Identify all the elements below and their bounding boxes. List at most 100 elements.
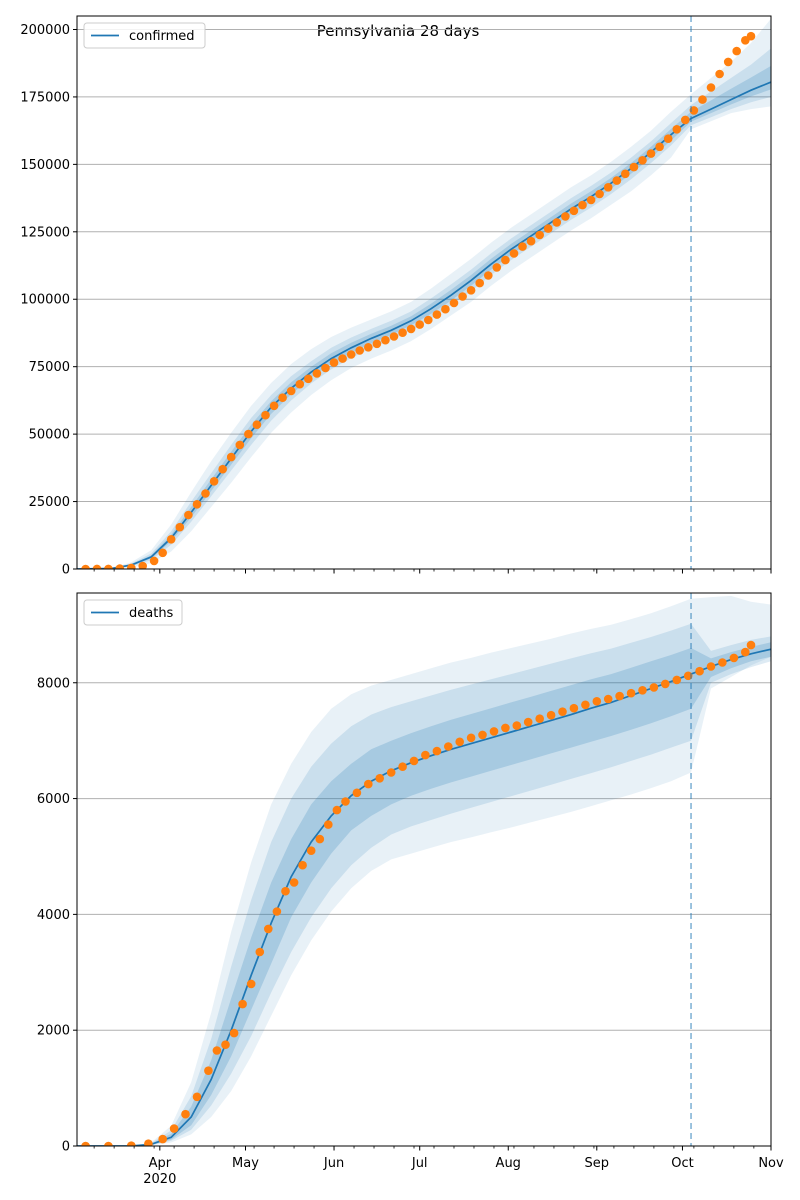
observed-point: [329, 358, 339, 367]
observed-point: [681, 115, 690, 125]
legend: confirmed: [83, 22, 206, 49]
y-tick-label: 100000: [20, 293, 70, 308]
observed-point: [209, 477, 219, 486]
observed-point: [543, 224, 553, 233]
observed-point: [746, 640, 756, 650]
observed-point: [586, 195, 596, 205]
observed-point: [455, 737, 465, 747]
observed-point: [626, 688, 636, 698]
observed-point: [409, 756, 419, 766]
observed-point: [364, 343, 373, 352]
observed-point: [352, 788, 362, 798]
observed-point: [466, 733, 476, 743]
observed-point: [306, 846, 316, 855]
observed-point: [592, 697, 602, 706]
legend-label: deaths: [129, 606, 174, 621]
observed-point: [289, 878, 299, 887]
uncertainty-band-middle: [77, 48, 771, 569]
observed-point: [466, 286, 476, 295]
observed-point: [229, 1028, 239, 1038]
observed-point: [415, 320, 425, 329]
observed-point: [295, 379, 305, 389]
observed-point: [192, 500, 202, 509]
observed-point: [255, 947, 265, 957]
observed-point: [444, 742, 453, 751]
observed-point: [192, 1092, 202, 1102]
x-tick-label: Nov: [758, 1156, 784, 1171]
observed-point: [723, 57, 733, 67]
observed-point: [672, 675, 682, 685]
plot-area: [77, 595, 771, 1146]
x-tick-label: Jun: [323, 1156, 344, 1171]
x-tick-label: Sep: [585, 1156, 610, 1171]
observed-point: [235, 440, 245, 450]
observed-point: [732, 46, 741, 56]
observed-point: [127, 563, 136, 569]
x-tick-label: Jul: [411, 1156, 428, 1171]
y-tick-label: 25000: [29, 495, 70, 510]
legend: deaths: [83, 599, 183, 626]
observed-point: [169, 1124, 179, 1133]
observed-point: [175, 522, 185, 532]
observed-point: [478, 730, 487, 740]
observed-point: [646, 149, 656, 158]
observed-point: [449, 298, 459, 308]
observed-point: [621, 169, 630, 179]
observed-point: [158, 1134, 167, 1144]
observed-point: [166, 535, 176, 544]
observed-point: [321, 363, 330, 373]
observed-point: [475, 278, 485, 288]
observed-point: [201, 489, 210, 498]
observed-point: [398, 762, 407, 771]
observed-point: [341, 797, 350, 806]
observed-point: [441, 304, 450, 314]
observed-point: [561, 212, 570, 221]
observed-point: [406, 324, 416, 334]
observed-point: [509, 249, 519, 258]
observed-point: [246, 979, 256, 989]
observed-point: [115, 564, 125, 569]
observed-point: [338, 354, 347, 363]
observed-point: [269, 401, 279, 411]
observed-point: [421, 750, 430, 760]
observed-point: [638, 686, 647, 695]
observed-point: [612, 176, 622, 185]
y-tick-label: 125000: [20, 225, 70, 240]
observed-point: [315, 834, 325, 844]
observed-point: [546, 710, 556, 720]
observed-point: [221, 1040, 230, 1049]
x-tick-label: Aug: [496, 1156, 521, 1171]
observed-point: [484, 271, 493, 280]
y-tick-label: 0: [62, 563, 70, 578]
y-tick-label: 150000: [20, 158, 70, 173]
observed-point: [663, 134, 673, 143]
observed-point: [518, 242, 527, 251]
y-tick-label: 75000: [29, 360, 70, 375]
observed-point: [581, 700, 590, 710]
observed-point: [424, 315, 433, 325]
observed-point: [655, 142, 664, 152]
y-tick-label: 175000: [20, 90, 70, 105]
legend-label: confirmed: [129, 29, 195, 44]
x-tick-year-label: 2020: [143, 1172, 176, 1187]
observed-point: [578, 200, 587, 210]
observed-point: [389, 332, 399, 341]
observed-point: [226, 452, 236, 462]
observed-point: [638, 156, 647, 165]
observed-point: [615, 691, 624, 701]
observed-point: [312, 369, 322, 378]
observed-point: [204, 1066, 213, 1075]
y-tick-label: 50000: [29, 428, 70, 443]
observed-point: [523, 717, 533, 727]
observed-point: [535, 714, 544, 723]
observed-point: [649, 683, 659, 692]
observed-point: [489, 727, 499, 736]
observed-point: [569, 206, 579, 216]
observed-point: [298, 860, 307, 870]
observed-point: [364, 779, 373, 789]
observed-point: [332, 805, 342, 815]
observed-point: [672, 125, 682, 134]
observed-point: [706, 83, 716, 92]
confirmed-panel: 0 25000 50000 75000 100000 125000 150000 175000…: [20, 15, 772, 578]
